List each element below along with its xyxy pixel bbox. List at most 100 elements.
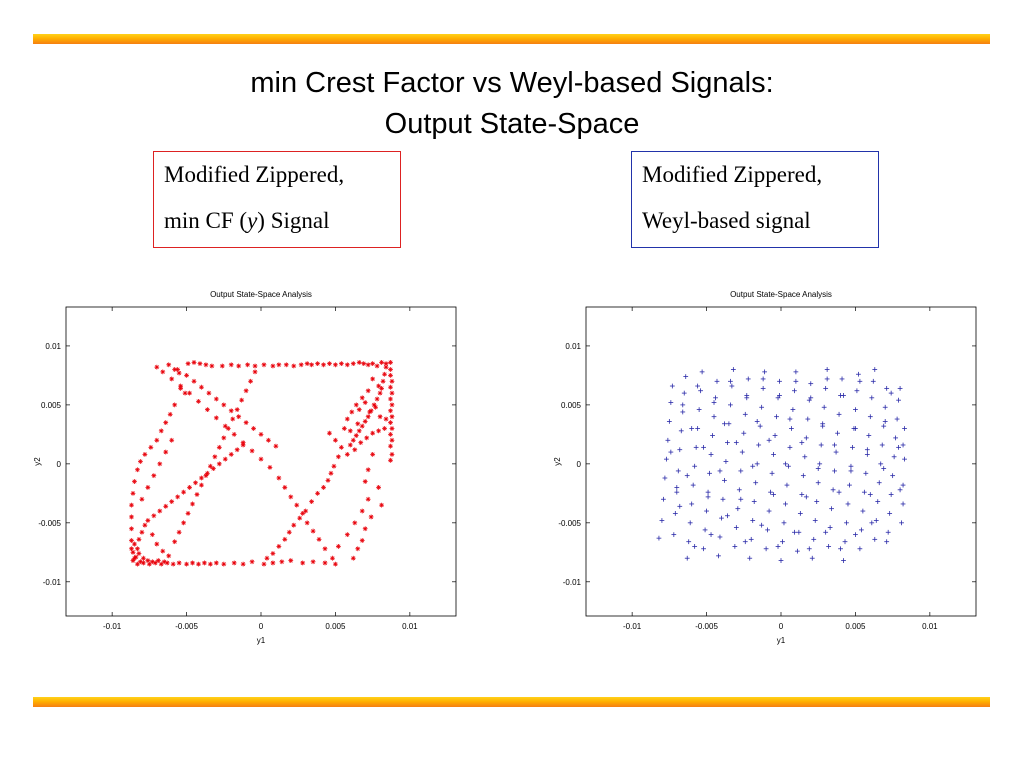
data-point-left	[388, 384, 393, 390]
axes-frame-right	[585, 306, 977, 617]
left-label-line-2: min CF (y) Signal	[164, 206, 390, 252]
data-point-right	[866, 433, 872, 438]
data-point-left	[158, 561, 164, 567]
data-point-left	[141, 555, 146, 561]
data-point-left	[328, 470, 334, 476]
data-point-right	[832, 442, 837, 448]
data-point-right	[902, 456, 907, 462]
y-tick-label-left: -0.01	[43, 578, 62, 587]
data-point-right	[791, 388, 797, 394]
data-point-left	[374, 396, 380, 402]
data-point-left	[130, 490, 136, 496]
data-point-right	[850, 444, 855, 450]
data-point-right	[777, 393, 782, 398]
data-point-right	[845, 501, 851, 507]
data-point-right	[829, 506, 835, 512]
data-point-right	[833, 449, 839, 455]
data-point-right	[725, 440, 730, 446]
data-point-left	[379, 385, 384, 391]
data-point-right	[730, 367, 736, 372]
data-point-right	[820, 421, 826, 427]
data-point-left	[167, 411, 173, 417]
data-point-left	[388, 420, 393, 425]
data-point-right	[719, 515, 724, 521]
data-point-right	[867, 414, 873, 420]
data-point-left	[303, 508, 309, 514]
data-point-right	[864, 447, 870, 453]
data-point-left	[315, 361, 320, 367]
data-point-left	[138, 559, 143, 565]
data-point-right	[742, 539, 748, 545]
data-point-left	[163, 420, 169, 425]
data-point-left	[365, 496, 371, 502]
data-point-left	[169, 376, 175, 382]
data-point-left	[240, 442, 246, 448]
data-point-left	[219, 363, 225, 369]
data-point-right	[716, 553, 721, 559]
chart-left: Output State-Space Analysis -0.01 -0.005 0 0…	[33, 290, 457, 645]
data-point-left	[333, 362, 338, 368]
data-point-left	[347, 442, 353, 448]
data-point-left	[161, 559, 167, 565]
data-point-left	[139, 529, 145, 535]
data-point-left	[212, 454, 218, 460]
data-point-right	[711, 400, 717, 405]
data-point-left	[138, 459, 143, 464]
data-point-right	[881, 423, 887, 429]
data-point-left	[286, 529, 292, 535]
data-point-right	[748, 536, 754, 542]
data-point-right	[832, 468, 837, 474]
data-point-right	[836, 411, 842, 417]
data-point-left	[248, 378, 253, 384]
data-point-left	[145, 485, 151, 490]
data-point-left	[350, 437, 356, 443]
data-point-left	[213, 396, 219, 402]
data-point-right	[838, 546, 843, 552]
data-point-left	[169, 437, 175, 443]
data-point-left	[151, 473, 157, 479]
data-point-right	[701, 444, 706, 450]
data-point-right	[717, 534, 723, 540]
data-point-left	[389, 426, 395, 431]
data-point-right	[856, 371, 861, 377]
data-point-left	[362, 400, 368, 405]
data-point-right	[727, 378, 733, 384]
data-point-left	[310, 528, 316, 534]
x-tick-label-right: -0.01	[623, 622, 642, 631]
data-point-left	[309, 499, 315, 504]
data-point-left	[370, 376, 376, 382]
data-point-left	[377, 414, 383, 420]
data-point-left	[176, 529, 182, 535]
data-point-left	[266, 437, 271, 443]
data-point-left	[376, 485, 381, 490]
data-point-right	[747, 555, 753, 561]
data-point-right	[878, 461, 884, 467]
data-point-right	[663, 456, 669, 462]
data-point-right	[897, 385, 903, 391]
data-point-left	[158, 428, 164, 434]
data-point-left	[388, 373, 393, 378]
data-point-right	[698, 388, 704, 394]
y-axis-label-left: y2	[33, 457, 42, 466]
data-point-left	[187, 390, 192, 396]
data-point-right	[789, 426, 794, 431]
data-point-right	[720, 496, 726, 502]
data-point-left	[282, 536, 288, 542]
data-point-right	[783, 501, 788, 507]
data-point-left	[282, 485, 288, 490]
data-point-right	[887, 510, 893, 516]
data-point-left	[236, 414, 242, 420]
data-point-right	[722, 421, 727, 427]
slide-title-line-2: Output State-Space	[384, 108, 640, 140]
data-point-right	[762, 369, 768, 375]
data-point-right	[891, 454, 897, 460]
data-point-left	[129, 546, 134, 552]
data-point-left	[196, 561, 201, 567]
data-point-right	[894, 416, 900, 422]
data-point-right	[808, 395, 814, 401]
data-point-right	[727, 402, 733, 408]
data-point-left	[230, 416, 236, 422]
data-point-right	[821, 404, 827, 410]
data-point-right	[729, 383, 735, 389]
data-point-left	[199, 384, 204, 390]
